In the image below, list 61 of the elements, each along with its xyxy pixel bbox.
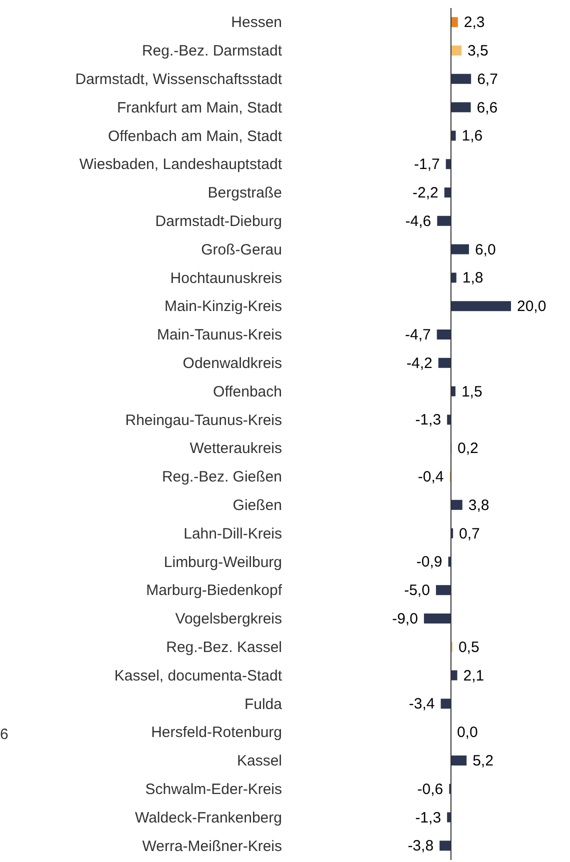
data-label: -3,8: [408, 838, 434, 855]
data-label: 0,2: [458, 440, 478, 458]
y-tick-label: Bergstraße: [208, 184, 282, 202]
y-tick-label: Wetteraukreis: [190, 440, 282, 458]
y-tick-label: Waldeck-Frankenberg: [134, 809, 282, 826]
data-label: 0,5: [458, 638, 480, 656]
y-tick-label: Reg.-Bez. Gießen: [162, 468, 282, 486]
data-label: -1,7: [414, 156, 440, 174]
data-label: 1,8: [462, 270, 484, 287]
data-label: -4,2: [406, 354, 432, 372]
y-tick-label: Reg.-Bez. Darmstadt: [142, 42, 283, 60]
data-label: 5,2: [472, 752, 494, 770]
data-label: -3,4: [408, 696, 435, 713]
data-label: -5,0: [404, 582, 430, 600]
y-tick-label: Hessen: [231, 14, 282, 32]
y-tick-label: Wiesbaden, Landeshauptstadt: [79, 156, 283, 174]
y-tick-label: Kassel, documenta-Stadt: [114, 667, 283, 684]
y-tick-label: Darmstadt, Wissenschaftsstadt: [75, 71, 283, 88]
y-tick-label: Hochtaunuskreis: [170, 270, 282, 287]
y-tick-label: Main-Kinzig-Kreis: [164, 298, 282, 316]
y-tick-label: Hersfeld-Rotenburg: [151, 724, 282, 742]
y-tick-label: Reg.-Bez. Kassel: [166, 639, 282, 656]
y-tick-label: Main-Taunus-Kreis: [156, 326, 282, 344]
y-tick-label: Offenbach: [213, 383, 282, 400]
data-label: -1,3: [415, 809, 442, 826]
y-tick-label: Limburg-Weilburg: [164, 554, 282, 571]
data-label: -0,6: [417, 780, 444, 798]
data-label: 0,0: [456, 724, 478, 742]
text: 6: [0, 726, 8, 743]
data-label: 0,7: [459, 525, 480, 542]
y-tick-label: Werra-Meißner-Kreis: [142, 838, 282, 855]
y-tick-label: Odenwaldkreis: [182, 355, 282, 372]
data-label: 1,6: [462, 128, 483, 145]
y-tick-label: Lahn-Dill-Kreis: [184, 525, 282, 542]
y-tick-label: Groß-Gerau: [201, 241, 282, 258]
data-label: 2,1: [463, 667, 484, 684]
data-label: 3,5: [467, 42, 488, 60]
data-label: -0,4: [418, 468, 444, 486]
data-label: 6,0: [474, 241, 496, 258]
y-tick-label: Gießen: [232, 497, 282, 514]
y-tick-label: Rheingau-Taunus-Kreis: [125, 412, 282, 429]
y-tick-label: Marburg-Biedenkopf: [146, 582, 283, 600]
data-label: 6,7: [477, 70, 498, 88]
y-tick-label: Offenbach am Main, Stadt: [108, 128, 283, 145]
data-label: -4,7: [404, 326, 431, 344]
y-tick-label: Schwalm-Eder-Kreis: [145, 781, 282, 798]
y-tick-label: Kassel: [236, 752, 282, 770]
data-label: 20,0: [516, 298, 546, 316]
y-tick-label: Darmstadt-Dieburg: [155, 213, 282, 230]
data-label: -9,0: [392, 610, 418, 628]
y-tick-label: Fulda: [244, 696, 283, 713]
data-label: 3,8: [468, 496, 490, 514]
data-label: 6,6: [476, 99, 498, 116]
y-tick-label: Frankfurt am Main, Stadt: [116, 99, 283, 116]
data-label: -0,9: [416, 554, 442, 571]
data-label: 2,3: [464, 14, 485, 32]
data-label: -2,2: [412, 184, 438, 202]
data-label: 1,5: [461, 383, 482, 400]
data-label: -4,6: [405, 212, 432, 230]
y-tick-label: Vogelsbergkreis: [175, 610, 282, 628]
data-label: -1,3: [415, 412, 442, 429]
